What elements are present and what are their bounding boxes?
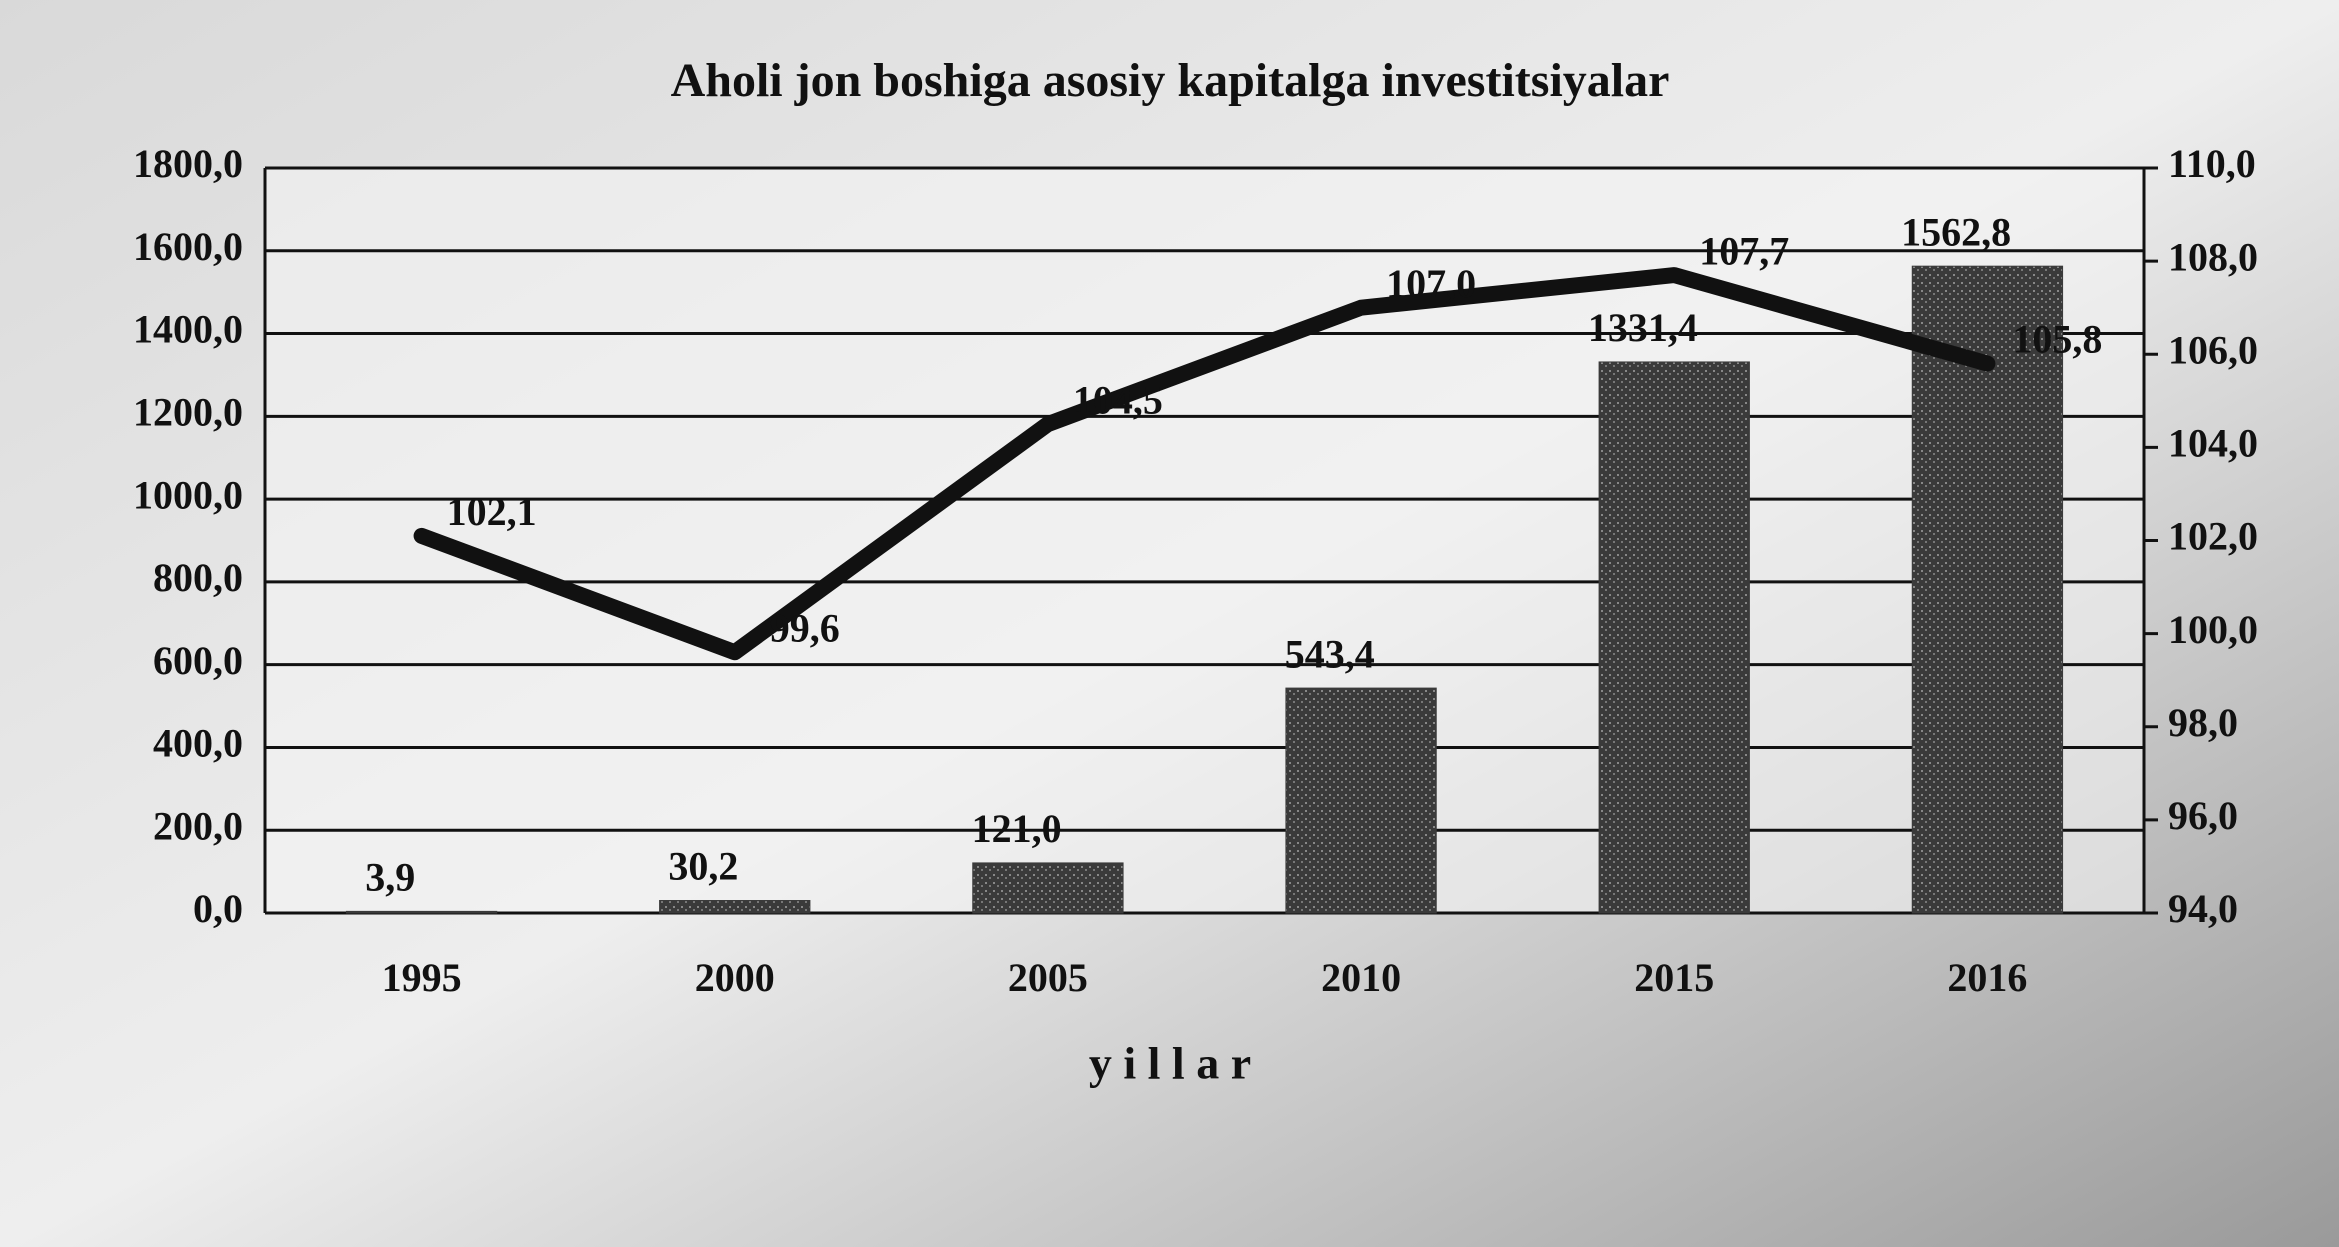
y-tick-label: 1000,0 [133, 472, 243, 517]
bar [1911, 265, 2064, 914]
x-axis-label: y i l l a r [1089, 1038, 1251, 1089]
data-label: 104,5 [1073, 377, 1163, 422]
plot-area [265, 168, 2144, 913]
data-label: 30,2 [668, 844, 738, 889]
y-tick-label: 1600,0 [133, 224, 243, 269]
y-tick-label: 0,0 [193, 886, 243, 931]
data-label: 1331,4 [1588, 305, 1698, 350]
bar [972, 862, 1124, 914]
line [413, 267, 1996, 661]
bar [345, 910, 498, 914]
x-tick-label: 2015 [1634, 955, 1714, 1000]
data-label: 99,6 [770, 605, 840, 650]
y2-tick-label: 96,0 [2168, 793, 2238, 838]
bar [1285, 687, 1437, 914]
y2-tick-label: 104,0 [2168, 421, 2258, 466]
y-tick-label: 800,0 [153, 555, 243, 600]
data-label: 121,0 [972, 806, 1062, 851]
y2-tick-label: 108,0 [2168, 234, 2258, 279]
bar [659, 900, 811, 914]
data-label: 107,0 [1386, 261, 1476, 306]
x-tick-label: 2010 [1321, 955, 1401, 1000]
y2-tick-label: 110,0 [2168, 141, 2256, 186]
chart-title: Aholi jon boshiga asosiy kapitalga inves… [671, 54, 1670, 107]
y2-tick-label: 100,0 [2168, 607, 2258, 652]
data-label: 107,7 [1699, 228, 1789, 273]
y2-tick-label: 102,0 [2168, 514, 2258, 559]
y-tick-label: 600,0 [153, 638, 243, 683]
y2-tick-label: 94,0 [2168, 886, 2238, 931]
x-tick-label: 2016 [1947, 955, 2027, 1000]
data-label: 543,4 [1285, 631, 1375, 676]
y-tick-label: 1800,0 [133, 141, 243, 186]
data-label: 3,9 [365, 855, 415, 900]
y-tick-label: 1400,0 [133, 307, 243, 352]
y-tick-label: 1200,0 [133, 390, 243, 435]
data-label: 105,8 [2012, 317, 2102, 362]
bar [1598, 361, 1750, 914]
y-tick-label: 400,0 [153, 721, 243, 766]
y2-tick-label: 98,0 [2168, 700, 2238, 745]
y2-tick-label: 106,0 [2168, 327, 2258, 372]
y-tick-label: 200,0 [153, 803, 243, 848]
x-tick-label: 2000 [695, 955, 775, 1000]
x-tick-label: 2005 [1008, 955, 1088, 1000]
x-tick-label: 1995 [382, 955, 462, 1000]
data-label: 102,1 [447, 489, 537, 534]
data-label: 1562,8 [1901, 209, 2011, 254]
